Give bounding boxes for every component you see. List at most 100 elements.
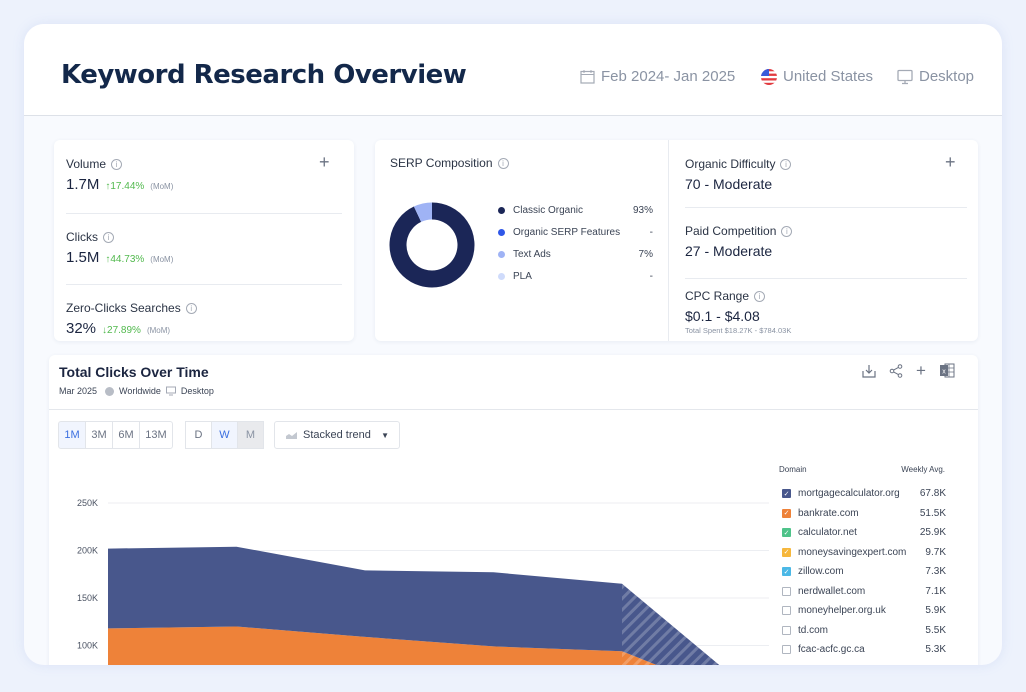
granularity-W[interactable]: W [211,421,238,449]
serp-difficulty-card: SERP Composition i Classic Organic 93% Orga… [375,140,978,341]
add-difficulty-button[interactable]: + [945,152,956,172]
y-tick-label: 100K [77,641,98,651]
legend-label: PLA [513,270,532,282]
domain-checkbox[interactable] [782,606,791,616]
domain-row[interactable]: moneyhelper.org.uk 5.9K [782,601,946,621]
excel-icon[interactable]: x [939,363,955,378]
domain-weekly-avg: 7.1K [925,585,946,597]
domain-name: fcac-acfc.gc.ca [798,644,865,656]
domain-checkbox[interactable] [782,625,791,635]
paid-competition: Paid Competition i 27 - Moderate [685,208,967,278]
serp-legend-item: Organic SERP Features - [498,221,653,243]
legend-dot [498,272,505,280]
panel-location: Worldwide [119,386,161,396]
legend-value: - [649,270,653,282]
add-metric-button[interactable]: + [319,152,330,172]
domain-row[interactable]: ✓ moneysavingexpert.com 9.7K [782,543,946,563]
serp-donut-chart [389,202,475,288]
metric-period: (MoM) [146,326,171,335]
device-label: Desktop [919,68,975,85]
info-icon[interactable]: i [185,302,197,314]
range-3M[interactable]: 3M [85,421,113,449]
serp-title: SERP Composition [390,156,493,170]
domain-list: ✓ mortgagecalculator.org 67.8K ✓ bankrate.co… [782,484,946,660]
granularity-D[interactable]: D [185,421,212,449]
chart-type-label: Stacked trend [303,429,371,441]
partial-period-hatch [622,651,657,665]
info-icon[interactable]: i [497,157,509,169]
legend-dot [498,250,505,258]
domain-weekly-avg: 51.5K [919,507,946,519]
divider [668,140,669,341]
metric-clicks: Clicks i 1.5M ↑44.73% (MoM) [66,214,342,284]
info-icon[interactable]: i [780,158,792,170]
device-selector[interactable]: Desktop [897,68,974,85]
info-icon[interactable]: i [103,231,114,243]
add-button[interactable]: + [916,360,926,380]
download-icon[interactable] [862,364,876,378]
domain-checkbox[interactable]: ✓ [782,528,791,538]
domain-checkbox[interactable]: ✓ [782,489,791,499]
domain-weekly-avg: 5.3K [925,644,946,656]
difficulty-label: Organic Difficulty [685,157,776,171]
metric-label: Volume [66,157,107,171]
metric-label: Clicks [66,230,98,244]
metric-change: ↑17.44% [105,181,145,192]
difficulty-value: 70 - Moderate [685,176,773,192]
domain-row[interactable]: td.com 5.5K [782,621,946,641]
legend-label: Classic Organic [513,204,584,216]
domain-checkbox[interactable] [782,645,791,655]
domain-weekly-avg: 25.9K [919,527,946,539]
chart-type-dropdown[interactable]: Stacked trend ▼ [274,421,400,449]
range-1M[interactable]: 1M [58,421,86,449]
panel-actions: + x [862,360,955,380]
granularity-M[interactable]: M [237,421,264,449]
clicks-over-time-card: Total Clicks Over Time Mar 2025 Worldwid… [49,355,978,665]
country-selector[interactable]: United States [761,68,873,85]
domain-row[interactable]: ✓ calculator.net 25.9K [782,523,946,543]
domain-checkbox[interactable]: ✓ [782,547,791,557]
competition-value: 27 - Moderate [685,243,773,259]
page-title: Keyword Research Overview [61,60,467,90]
share-icon[interactable] [889,363,903,378]
domain-checkbox[interactable] [782,586,791,596]
info-icon[interactable]: i [111,158,123,170]
domain-checkbox[interactable]: ✓ [782,508,791,518]
info-icon[interactable]: i [781,225,793,237]
total-spent: Total Spent $18.27K - $784.03K [685,326,792,335]
range-6M[interactable]: 6M [112,421,140,449]
legend-dot [498,206,505,214]
y-tick-label: 250K [77,498,98,508]
divider [66,213,342,214]
domain-row[interactable]: ✓ zillow.com 7.3K [782,562,946,582]
domain-checkbox[interactable]: ✓ [782,567,791,577]
metric-value: 1.5M [66,249,100,266]
page-header: Keyword Research Overview Feb 2024- Jan … [24,24,1002,116]
weekly-avg-header: Weekly Avg. [901,465,945,474]
donut-slice [389,202,475,288]
domain-row[interactable]: nerdwallet.com 7.1K [782,582,946,602]
domain-row[interactable]: ✓ mortgagecalculator.org 67.8K [782,484,946,504]
legend-value: 93% [632,204,653,216]
divider [685,207,967,208]
domain-row[interactable]: fcac-acfc.gc.ca 5.3K [782,640,946,660]
domain-row[interactable]: ✓ bankrate.com 51.5K [782,504,946,524]
divider [49,409,978,410]
metric-change: ↑44.73% [105,254,145,265]
metric-period: (MoM) [150,182,174,191]
date-range[interactable]: Feb 2024- Jan 2025 [580,68,735,85]
metric-volume: Volume i 1.7M ↑17.44% (MoM) [66,157,342,213]
legend-dot [498,228,505,236]
us-flag-icon [761,68,777,85]
partial-period-hatch [622,583,720,665]
domain-table-header: Domain Weekly Avg. [779,465,969,474]
calendar-icon [580,70,595,84]
info-icon[interactable]: i [754,290,766,302]
panel-title: Total Clicks Over Time [59,364,209,380]
y-tick-label: 150K [77,593,98,603]
range-13M[interactable]: 13M [139,421,173,449]
domain-name: bankrate.com [798,507,859,519]
serp-legend: Classic Organic 93% Organic SERP Features -… [498,199,653,287]
metrics-card: + Volume i 1.7M ↑17.44% (MoM) Clicks i 1.5M ↑… [54,140,354,341]
cpc-range: CPC Range i $0.1 - $4.08 Total Spent $18.… [685,279,967,335]
